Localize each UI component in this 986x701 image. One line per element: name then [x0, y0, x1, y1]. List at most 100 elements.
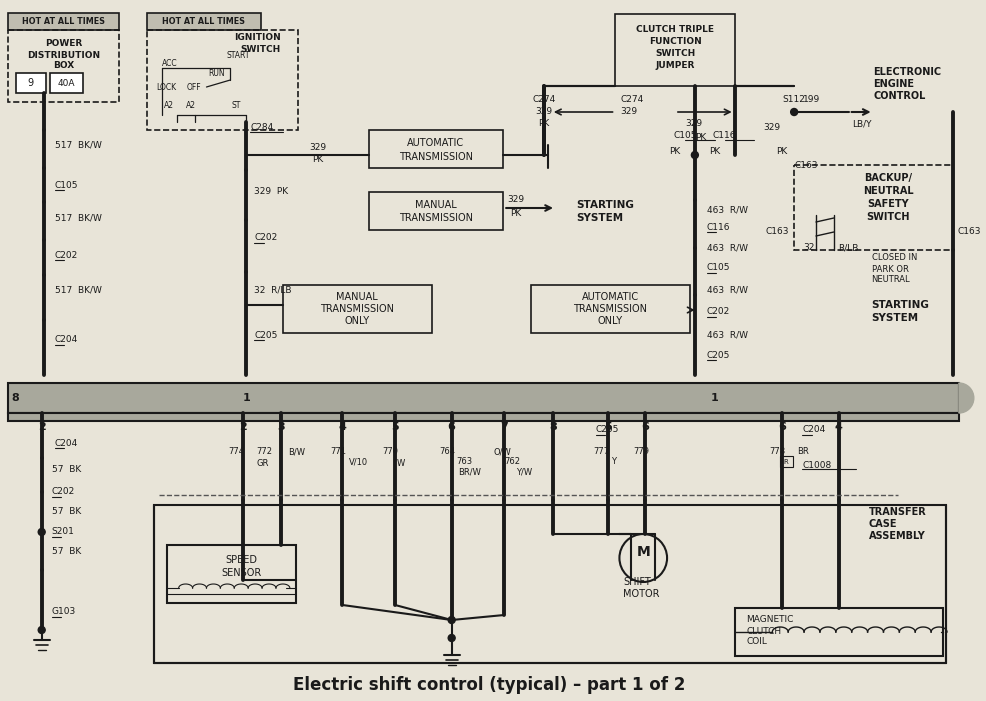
Text: C1008: C1008: [802, 461, 831, 470]
Text: STARTING: STARTING: [872, 300, 930, 310]
Text: STARTING: STARTING: [576, 200, 634, 210]
Text: 40A: 40A: [58, 79, 75, 88]
Text: 329: 329: [685, 119, 702, 128]
Circle shape: [791, 109, 798, 116]
Text: 2: 2: [240, 422, 247, 432]
Text: MANUAL: MANUAL: [415, 200, 457, 210]
Bar: [154, 505, 946, 663]
Text: PK: PK: [312, 156, 323, 165]
Text: AUTOMATIC: AUTOMATIC: [407, 138, 464, 148]
Text: LB/Y: LB/Y: [852, 119, 872, 128]
Text: 329: 329: [309, 142, 326, 151]
Text: ONLY: ONLY: [345, 316, 370, 326]
Circle shape: [691, 151, 698, 158]
Circle shape: [449, 634, 456, 641]
Text: 57  BK: 57 BK: [51, 547, 81, 557]
Text: 771: 771: [330, 447, 346, 456]
Text: RUN: RUN: [208, 69, 225, 78]
Text: 2: 2: [37, 422, 45, 432]
Text: S112: S112: [783, 95, 806, 104]
Text: BACKUP/: BACKUP/: [865, 173, 912, 183]
Text: PK: PK: [709, 147, 721, 156]
Text: 329: 329: [535, 107, 552, 116]
Text: CLUTCH: CLUTCH: [746, 627, 782, 636]
Text: Electric shift control (typical) – part 1 of 2: Electric shift control (typical) – part …: [293, 676, 685, 694]
Text: 463  R/W: 463 R/W: [707, 285, 747, 294]
Text: SAFETY: SAFETY: [868, 199, 909, 209]
Text: 778: 778: [769, 447, 786, 456]
Text: IGNITION: IGNITION: [235, 34, 281, 43]
Text: C204: C204: [54, 439, 78, 447]
Text: HOT AT ALL TIMES: HOT AT ALL TIMES: [22, 17, 106, 25]
Circle shape: [38, 627, 45, 634]
Bar: [167, 545, 296, 603]
Text: TRANSMISSION: TRANSMISSION: [398, 213, 472, 223]
Text: C116: C116: [707, 222, 731, 231]
Bar: [8, 413, 959, 421]
Text: SWITCH: SWITCH: [867, 212, 910, 222]
Bar: [735, 608, 943, 656]
Text: 517  BK/W: 517 BK/W: [54, 285, 102, 294]
Text: A2: A2: [164, 102, 174, 111]
Text: COIL: COIL: [746, 637, 767, 646]
Text: ASSEMBLY: ASSEMBLY: [869, 531, 925, 541]
Text: 199: 199: [804, 95, 820, 104]
Wedge shape: [959, 383, 974, 413]
Text: PK: PK: [669, 147, 680, 156]
Text: W: W: [397, 458, 405, 468]
Text: SHIFT: SHIFT: [623, 577, 651, 587]
Bar: [615, 14, 735, 86]
Text: 9: 9: [28, 78, 34, 88]
Circle shape: [449, 616, 456, 623]
Text: FUNCTION: FUNCTION: [649, 36, 701, 46]
Text: MOTOR: MOTOR: [623, 589, 660, 599]
Text: C105: C105: [707, 264, 731, 273]
Text: 329: 329: [764, 123, 781, 132]
Text: ELECTRONIC: ELECTRONIC: [874, 67, 942, 77]
Text: 1: 1: [243, 393, 250, 403]
Text: 6: 6: [641, 422, 649, 432]
Text: C163: C163: [958, 228, 981, 236]
Text: LOCK: LOCK: [157, 83, 176, 93]
Bar: [147, 13, 261, 30]
Text: C116: C116: [713, 132, 737, 140]
Text: C284: C284: [250, 123, 273, 132]
Bar: [780, 456, 793, 467]
Text: SPEED: SPEED: [225, 555, 257, 565]
Bar: [16, 73, 45, 93]
Text: NEUTRAL: NEUTRAL: [872, 275, 910, 285]
Text: 779: 779: [633, 447, 650, 456]
Text: M: M: [636, 545, 650, 559]
Text: R/LB: R/LB: [838, 243, 859, 252]
Text: 4: 4: [338, 422, 346, 432]
Text: TRANSMISSION: TRANSMISSION: [574, 304, 648, 314]
Text: HOT AT ALL TIMES: HOT AT ALL TIMES: [162, 17, 245, 25]
Text: BR/W: BR/W: [458, 468, 481, 477]
Text: A2: A2: [185, 102, 195, 111]
Bar: [49, 73, 84, 93]
Text: C205: C205: [707, 350, 731, 360]
Text: NEUTRAL: NEUTRAL: [863, 186, 914, 196]
Text: C204: C204: [802, 426, 825, 435]
Text: 8: 8: [549, 422, 557, 432]
Text: 1: 1: [711, 393, 719, 403]
Text: 4: 4: [835, 422, 843, 432]
Text: 772: 772: [256, 447, 272, 456]
Text: GR: GR: [256, 458, 268, 468]
Text: R: R: [784, 459, 789, 465]
Text: TRANSMISSION: TRANSMISSION: [320, 304, 394, 314]
Text: S201: S201: [51, 527, 75, 536]
Text: C105: C105: [54, 180, 78, 189]
Text: 463  R/W: 463 R/W: [707, 205, 747, 215]
Text: G103: G103: [51, 608, 76, 616]
Text: ST: ST: [232, 102, 241, 111]
Text: START: START: [227, 51, 250, 60]
Text: 774: 774: [229, 447, 245, 456]
Text: 764: 764: [440, 447, 456, 456]
Text: C163: C163: [766, 228, 789, 236]
Text: PK: PK: [777, 147, 788, 156]
Text: 5: 5: [391, 422, 399, 432]
Bar: [8, 383, 959, 413]
Text: 463  R/W: 463 R/W: [707, 330, 747, 339]
Text: C202: C202: [707, 308, 730, 316]
